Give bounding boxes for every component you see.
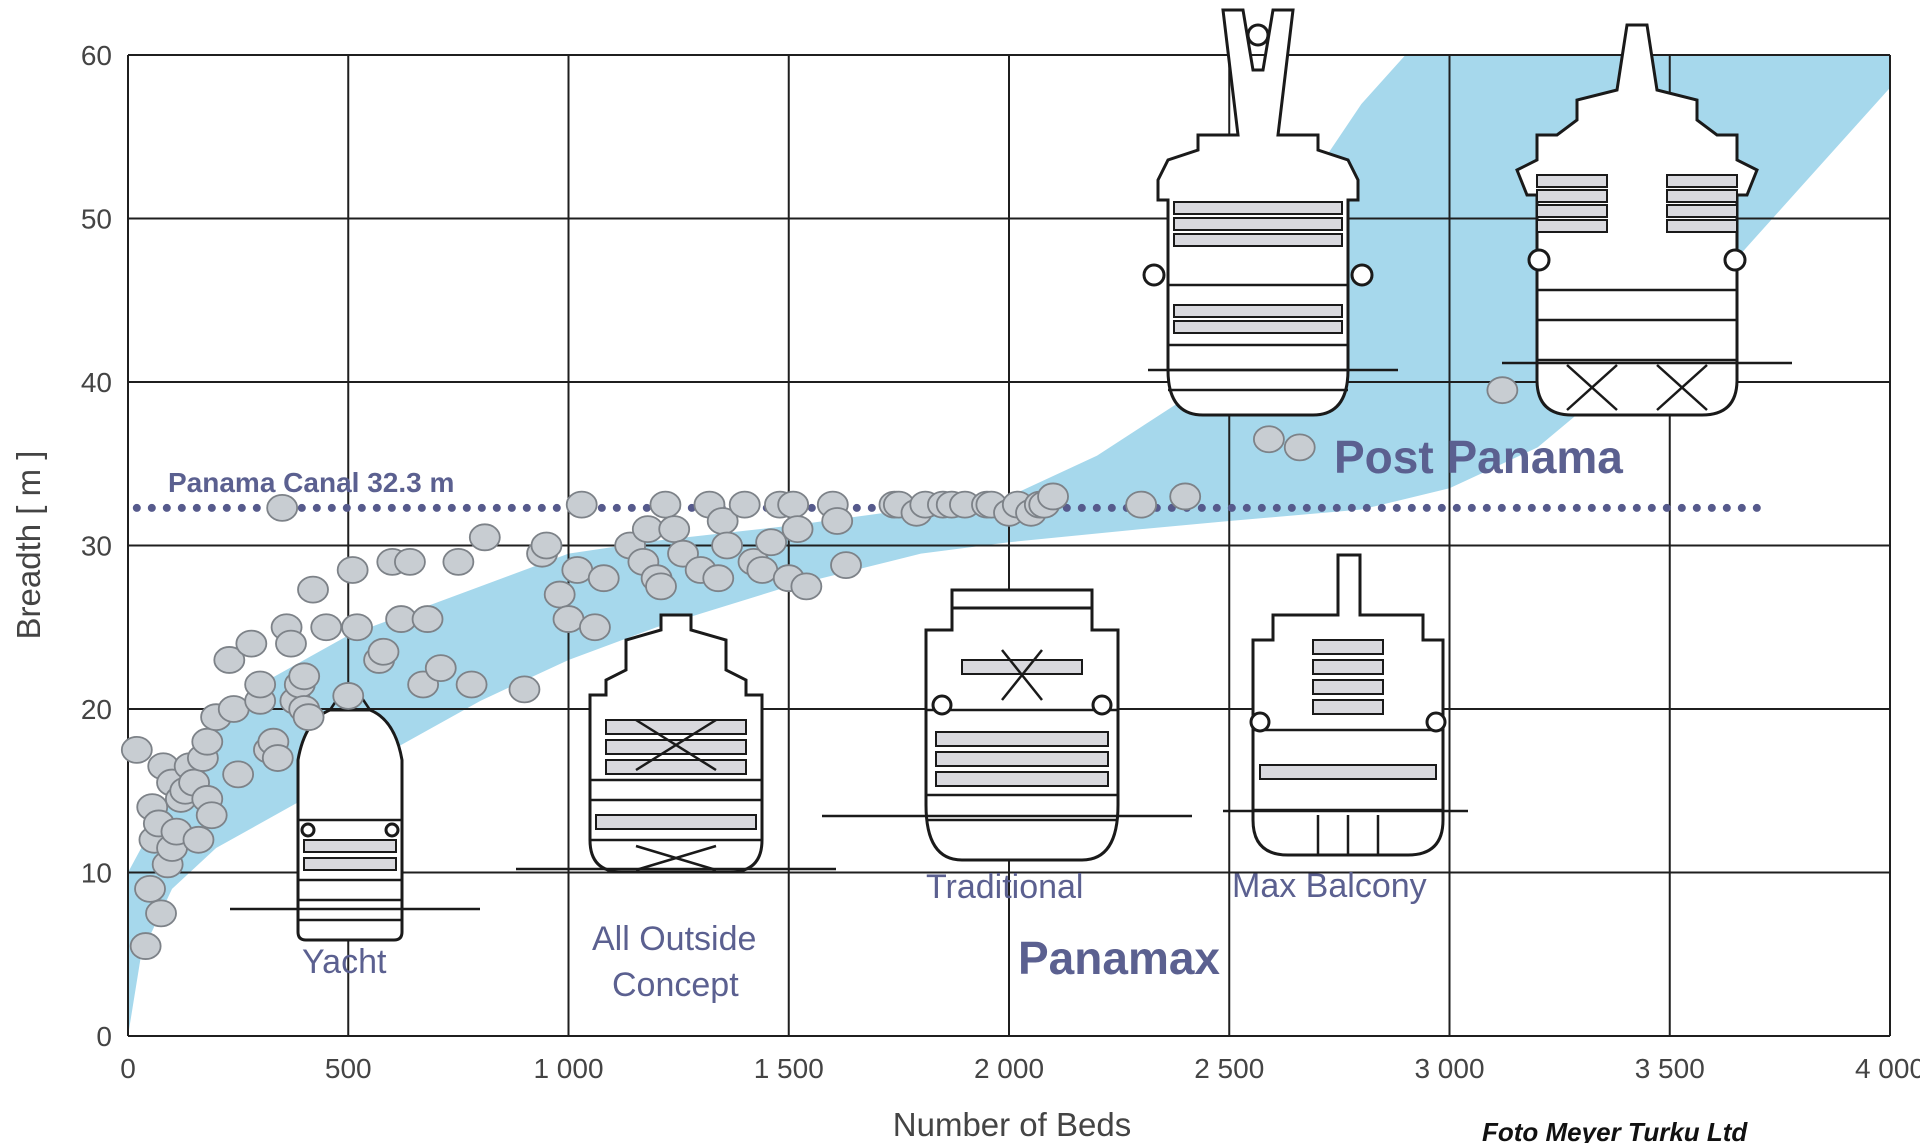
data-point [394, 547, 426, 576]
x-tick-label: 1 000 [533, 1053, 603, 1084]
data-point [587, 564, 620, 593]
ship-all-outside-illustration [516, 613, 836, 874]
y-tick-label: 40 [81, 367, 112, 398]
data-point [777, 490, 810, 519]
data-point [790, 572, 823, 601]
data-point [367, 637, 400, 666]
data-point [579, 613, 611, 642]
data-point [310, 613, 343, 642]
data-point [385, 605, 418, 633]
data-point [222, 760, 255, 789]
ship-label-max-balcony: Max Balcony [1232, 867, 1427, 905]
data-point [424, 654, 457, 683]
ship-post-panama-1-illustration [1142, 8, 1398, 417]
data-point [442, 547, 475, 576]
data-point [1169, 482, 1202, 511]
data-point [830, 551, 862, 580]
data-point [565, 490, 598, 519]
ship-traditional-illustration [822, 588, 1192, 862]
x-tick-label: 3 000 [1414, 1053, 1484, 1084]
y-tick-label: 0 [96, 1021, 112, 1052]
data-point [292, 703, 325, 732]
panama-canal-label: Panama Canal 32.3 m [168, 467, 454, 498]
ship-label-traditional: Traditional [926, 868, 1083, 906]
data-point [411, 605, 444, 633]
data-point [755, 528, 788, 557]
data-point [552, 605, 585, 633]
data-point [191, 727, 224, 756]
x-tick-label: 2 000 [974, 1053, 1044, 1084]
data-point [530, 531, 563, 560]
data-point [631, 515, 664, 544]
data-point [1486, 376, 1519, 405]
data-point [702, 564, 735, 593]
category-label-post-panama: Post Panama [1334, 431, 1623, 483]
data-point [821, 507, 854, 535]
category-label-panamax: Panamax [1018, 932, 1220, 984]
data-point [1283, 433, 1316, 462]
data-point [266, 493, 299, 522]
data-point [275, 629, 307, 658]
data-point [261, 744, 294, 772]
ship-label-yacht: Yacht [302, 943, 387, 981]
data-point [336, 556, 369, 584]
ship-max-balcony-illustration [1223, 553, 1468, 857]
data-point [658, 515, 691, 544]
data-point [543, 580, 576, 609]
x-tick-label: 1 500 [754, 1053, 824, 1084]
ship-post-panama-2-illustration [1502, 23, 1792, 417]
x-tick-label: 3 500 [1635, 1053, 1705, 1084]
y-axis-title: Breadth [ m ] [10, 451, 47, 640]
y-tick-label: 60 [81, 40, 112, 71]
data-point [1037, 482, 1069, 511]
data-point [468, 523, 501, 552]
y-tick-label: 10 [81, 858, 112, 889]
data-point [235, 629, 268, 658]
data-point [341, 613, 373, 642]
y-tick-label: 50 [81, 204, 112, 235]
data-point [182, 825, 215, 854]
data-point [244, 670, 277, 699]
data-point [781, 515, 814, 544]
x-axis-title: Number of Beds [893, 1106, 1131, 1143]
data-point [649, 490, 682, 519]
data-point [145, 899, 177, 928]
y-tick-label: 30 [81, 531, 112, 562]
x-tick-label: 2 500 [1194, 1053, 1264, 1084]
data-point [134, 874, 166, 903]
ship-label-concept: Concept [612, 966, 739, 1004]
data-point [1125, 490, 1158, 519]
x-tick-label: 500 [325, 1053, 372, 1084]
data-point [195, 801, 228, 830]
ship-label-all-outside: All Outside [592, 920, 756, 958]
data-point [711, 531, 743, 560]
data-point [120, 735, 153, 764]
data-point [508, 675, 541, 704]
x-tick-label: 0 [120, 1053, 136, 1084]
data-point [746, 556, 779, 584]
y-tick-label: 20 [81, 694, 112, 725]
x-tick-label: 4 000 [1855, 1053, 1920, 1084]
data-point [332, 682, 365, 710]
data-point [297, 575, 329, 604]
data-point [455, 670, 488, 699]
data-point [288, 662, 321, 691]
data-point [645, 572, 677, 601]
data-point [217, 695, 250, 723]
data-point [1252, 425, 1285, 454]
data-point [728, 490, 761, 519]
data-point [129, 932, 162, 960]
data-point [213, 646, 246, 674]
data-point [561, 556, 594, 584]
photo-credit: Foto Meyer Turku Ltd [1482, 1117, 1748, 1143]
